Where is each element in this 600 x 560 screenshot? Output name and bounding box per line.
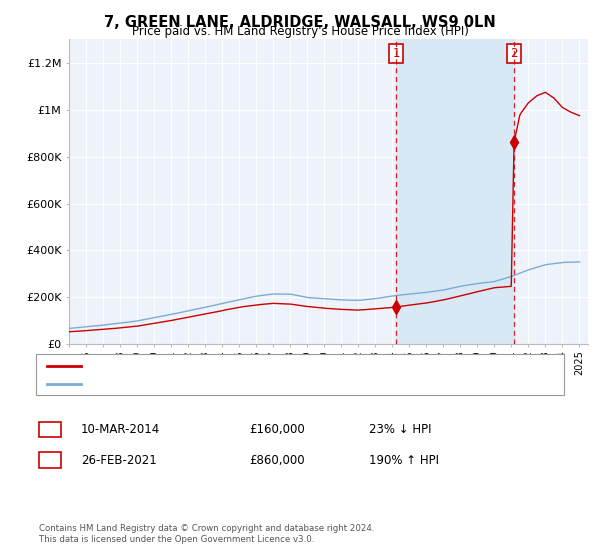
- Text: 1: 1: [46, 423, 54, 436]
- Text: 26-FEB-2021: 26-FEB-2021: [81, 454, 157, 467]
- Text: HPI: Average price, detached house, Walsall: HPI: Average price, detached house, Wals…: [87, 379, 328, 389]
- Text: 7, GREEN LANE, ALDRIDGE, WALSALL, WS9 0LN (detached house): 7, GREEN LANE, ALDRIDGE, WALSALL, WS9 0L…: [87, 361, 449, 371]
- Text: 10-MAR-2014: 10-MAR-2014: [81, 423, 160, 436]
- Text: Contains HM Land Registry data © Crown copyright and database right 2024.: Contains HM Land Registry data © Crown c…: [39, 524, 374, 533]
- Text: 7, GREEN LANE, ALDRIDGE, WALSALL, WS9 0LN: 7, GREEN LANE, ALDRIDGE, WALSALL, WS9 0L…: [104, 15, 496, 30]
- Text: £860,000: £860,000: [249, 454, 305, 467]
- Text: 2: 2: [511, 47, 518, 60]
- Text: 2: 2: [46, 454, 54, 467]
- Text: 1: 1: [392, 47, 400, 60]
- Text: £160,000: £160,000: [249, 423, 305, 436]
- Bar: [396, 39, 514, 344]
- Text: This data is licensed under the Open Government Licence v3.0.: This data is licensed under the Open Gov…: [39, 535, 314, 544]
- Text: Price paid vs. HM Land Registry's House Price Index (HPI): Price paid vs. HM Land Registry's House …: [131, 25, 469, 38]
- Text: 190% ↑ HPI: 190% ↑ HPI: [369, 454, 439, 467]
- Text: 23% ↓ HPI: 23% ↓ HPI: [369, 423, 431, 436]
